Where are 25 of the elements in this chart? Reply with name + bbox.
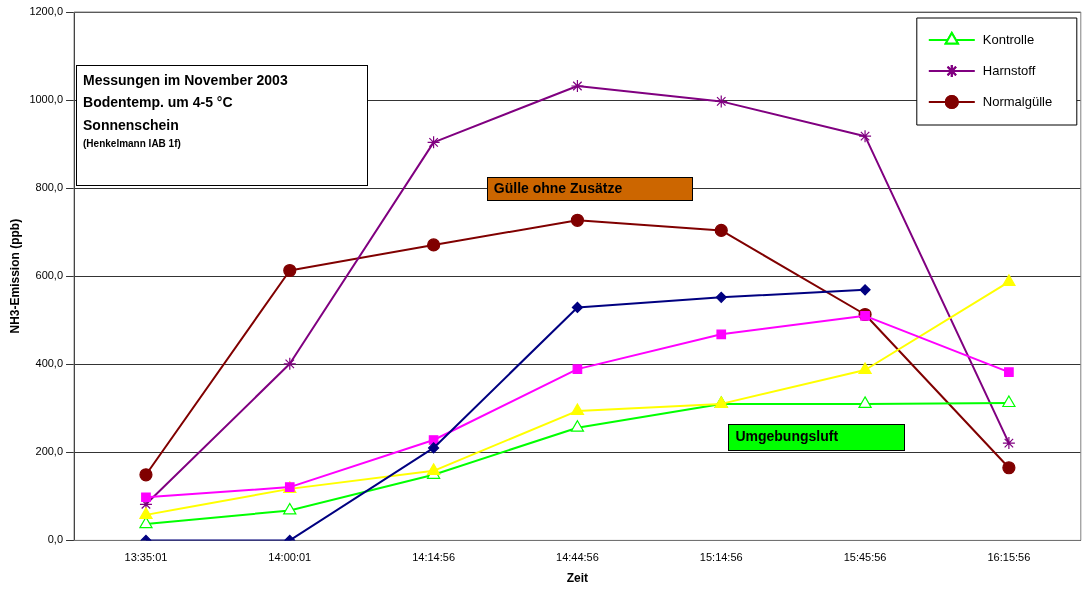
x-axis-title: Zeit (566, 571, 589, 586)
note-box: Umgebungsluft (728, 424, 905, 451)
y-tick-label: 600,0 (35, 269, 64, 282)
annotation: Umgebungsluft (735, 427, 840, 446)
note-box: Messungen im November 2003 Bodentemp. um 4-5 °C Sonnenschein (Henkelmann IAB 1f) (76, 64, 368, 187)
x-tick-label: 14:44:56 (556, 551, 599, 564)
y-tick-label: 200,0 (35, 445, 64, 458)
y-tick-label: 1200,0 (29, 5, 64, 18)
y-tick-label: 0,0 (47, 533, 64, 546)
legend-label: Kontrolle (982, 31, 1035, 47)
x-tick-label: 14:14:56 (412, 551, 456, 564)
annotation: Messungen im November 2003 Bodentemp. um 4-5 °C Sonnenschein (Henkelmann IAB 1f) (83, 70, 289, 151)
y-tick-label: 1000,0 (29, 93, 64, 106)
annotation: Gülle ohne Zusätze (493, 179, 624, 197)
legend-label: Harnstoff (982, 62, 1036, 78)
y-axis-title: NH3-Emission (ppb) (7, 218, 22, 334)
x-tick-label: 15:14:56 (699, 551, 743, 564)
y-tick-label: 800,0 (35, 181, 64, 194)
x-tick-label: 13:35:01 (124, 551, 168, 564)
x-tick-label: 14:00:01 (268, 551, 312, 564)
legend-label: Normalgülle (982, 93, 1053, 109)
x-tick-label: 16:15:56 (987, 551, 1031, 564)
x-tick-label: 15:45:56 (843, 551, 887, 564)
y-tick-label: 400,0 (35, 357, 64, 370)
note-box: Gülle ohne Zusätze (486, 176, 694, 202)
